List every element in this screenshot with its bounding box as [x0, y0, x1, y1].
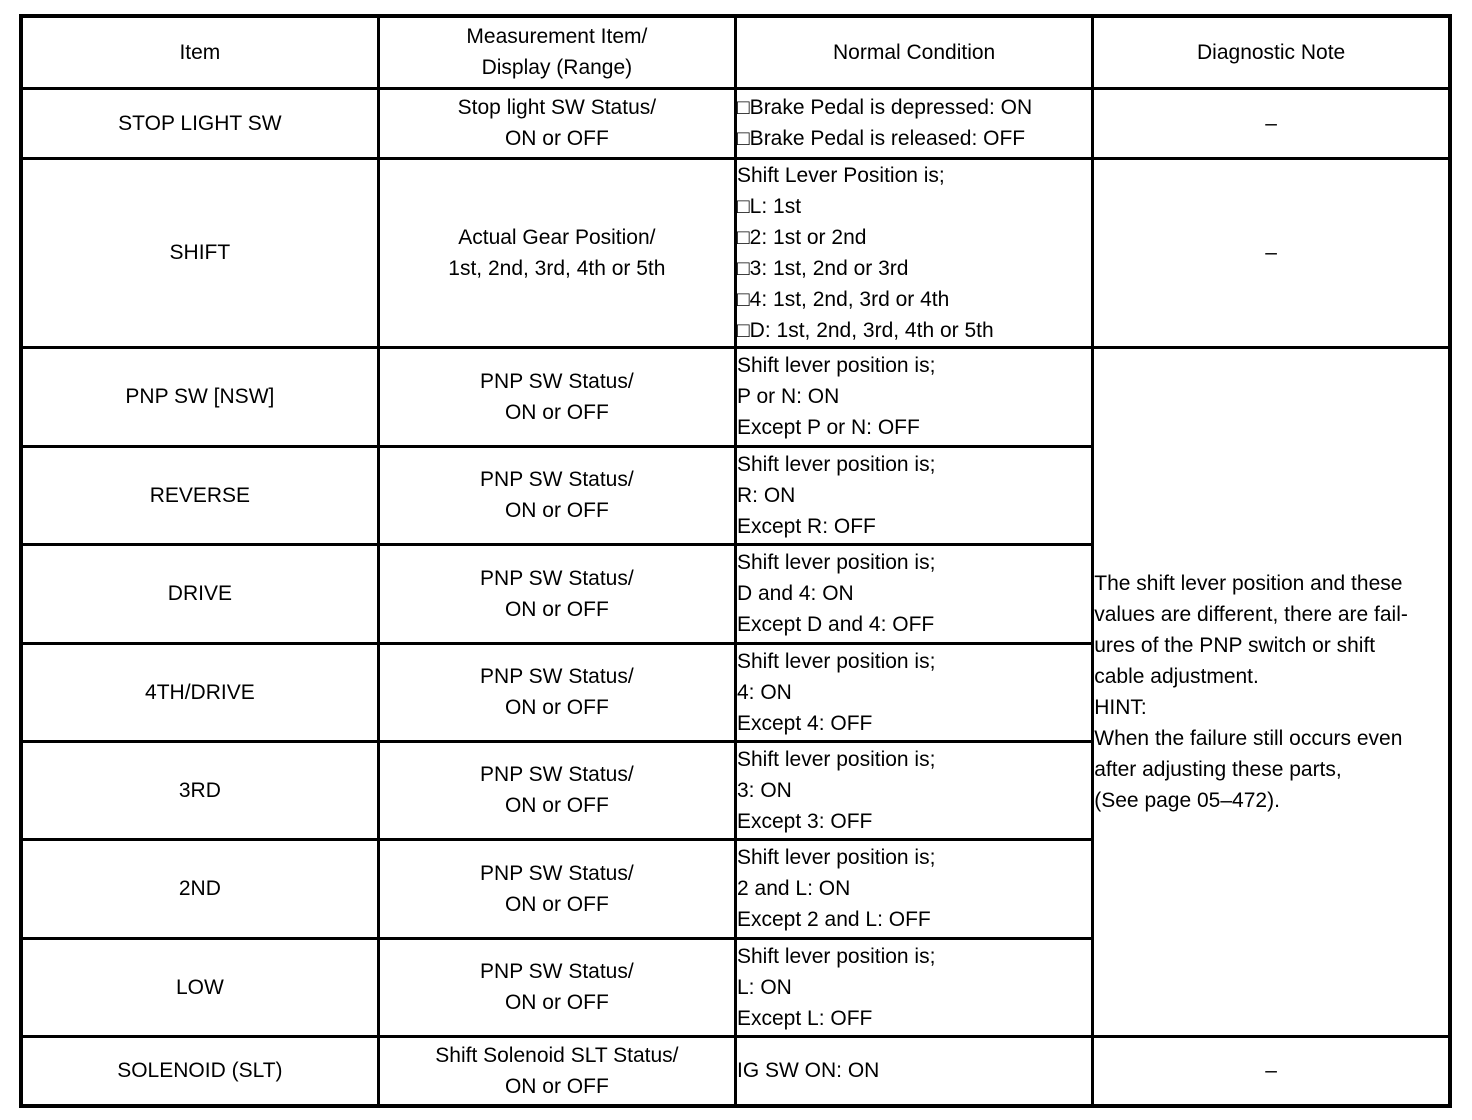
cell-normal-condition: Shift lever position is; R: ON Except R:…: [733, 444, 1095, 546]
cell-item: REVERSE: [19, 444, 380, 546]
table-row: 4TH/DRIVE PNP SW Status/ ON or OFF Shift…: [19, 641, 1450, 743]
header-measurement: Measurement Item/ Display (Range): [376, 14, 738, 90]
header-normal-condition: Normal Condition: [733, 14, 1095, 90]
cell-normal-condition: Shift lever position is; L: ON Except L:…: [733, 936, 1095, 1038]
cell-item: STOP LIGHT SW: [19, 86, 380, 160]
cell-measurement: PNP SW Status/ ON or OFF: [376, 936, 738, 1038]
cell-normal-condition: Shift lever position is; P or N: ON Exce…: [733, 345, 1095, 448]
diagnostic-data-list-table: Item Measurement Item/ Display (Range) N…: [19, 14, 1452, 1108]
cell-measurement: Shift Solenoid SLT Status/ ON or OFF: [376, 1034, 738, 1108]
table-header-row: Item Measurement Item/ Display (Range) N…: [19, 14, 1452, 90]
table-row: REVERSE PNP SW Status/ ON or OFF Shift l…: [19, 444, 1450, 546]
cell-measurement: PNP SW Status/ ON or OFF: [376, 542, 738, 645]
cell-item: 3RD: [19, 739, 380, 841]
header-item: Item: [19, 14, 380, 90]
table-row: SOLENOID (SLT) Shift Solenoid SLT Status…: [19, 1034, 1452, 1108]
cell-normal-condition: IG SW ON: ON: [733, 1034, 1095, 1108]
cell-diagnostic-note: –: [1091, 86, 1452, 160]
cell-item: 4TH/DRIVE: [19, 641, 380, 743]
cell-measurement: PNP SW Status/ ON or OFF: [376, 837, 738, 940]
cell-item: SHIFT: [19, 156, 380, 349]
header-diagnostic-note: Diagnostic Note: [1091, 14, 1452, 90]
table-row: PNP SW [NSW] PNP SW Status/ ON or OFF Sh…: [19, 345, 1452, 1038]
table-row: 2ND PNP SW Status/ ON or OFF Shift lever…: [19, 837, 1450, 940]
table-row: STOP LIGHT SW Stop light SW Status/ ON o…: [19, 86, 1452, 160]
cell-normal-condition: Shift lever position is; 3: ON Except 3:…: [733, 739, 1095, 841]
cell-measurement: PNP SW Status/ ON or OFF: [376, 641, 738, 743]
cell-item: LOW: [19, 936, 380, 1038]
cell-measurement: PNP SW Status/ ON or OFF: [376, 345, 738, 448]
cell-measurement: PNP SW Status/ ON or OFF: [376, 444, 738, 546]
cell-item: PNP SW [NSW]: [19, 345, 380, 448]
table-row: LOW PNP SW Status/ ON or OFF Shift lever…: [19, 936, 1450, 1038]
cell-measurement: Stop light SW Status/ ON or OFF: [376, 86, 738, 160]
cell-measurement: Actual Gear Position/ 1st, 2nd, 3rd, 4th…: [376, 156, 738, 349]
table-row: 3RD PNP SW Status/ ON or OFF Shift lever…: [19, 739, 1450, 841]
cell-normal-condition: Shift lever position is; 4: ON Except 4:…: [733, 641, 1095, 743]
cell-measurement: PNP SW Status/ ON or OFF: [376, 739, 738, 841]
cell-item: DRIVE: [19, 542, 380, 645]
cell-normal-condition: Shift Lever Position is; □L: 1st □2: 1st…: [733, 156, 1095, 349]
cell-normal-condition: Shift lever position is; D and 4: ON Exc…: [733, 542, 1095, 645]
cell-normal-condition: □Brake Pedal is depressed: ON □Brake Ped…: [733, 86, 1095, 160]
cell-item: 2ND: [19, 837, 380, 940]
cell-diagnostic-note-merged: The shift lever position and these value…: [1091, 345, 1452, 1038]
cell-diagnostic-note: –: [1091, 156, 1452, 349]
cell-diagnostic-note: –: [1091, 1034, 1452, 1108]
table-row: SHIFT Actual Gear Position/ 1st, 2nd, 3r…: [19, 156, 1452, 349]
cell-normal-condition: Shift lever position is; 2 and L: ON Exc…: [733, 837, 1095, 940]
cell-item: SOLENOID (SLT): [19, 1034, 380, 1108]
table-row: DRIVE PNP SW Status/ ON or OFF Shift lev…: [19, 542, 1450, 645]
